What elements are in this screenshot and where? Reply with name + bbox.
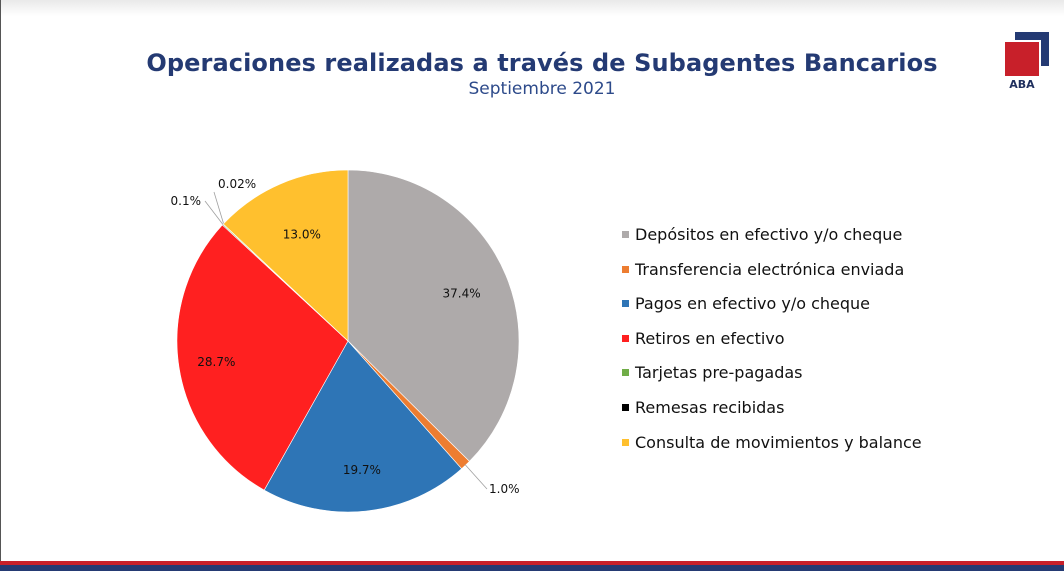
pie-slice-depositos-en-efectivo-y-o-cheque <box>347 169 520 462</box>
chart-title: Operaciones realizadas a través de Subag… <box>146 49 938 77</box>
data-label-transferencia-electronica-enviada: 1.0% <box>489 482 520 496</box>
legend-label: Consulta de movimientos y balance <box>635 432 922 452</box>
legend-swatch <box>622 369 629 377</box>
data-label-depositos-en-efectivo-y-o-cheque: 37.4% <box>443 287 481 301</box>
legend-swatch <box>622 300 629 308</box>
data-label-remesas-recibidas: 0.02% <box>218 177 256 191</box>
pie-slice-retiros-en-efectivo <box>176 224 349 491</box>
legend-label: Depósitos en efectivo y/o cheque <box>635 225 903 244</box>
logo-blue-corner <box>1015 32 1049 66</box>
pie-slice-pagos-en-efectivo-y-o-cheque <box>263 340 463 513</box>
leader-line-remesas-recibidas <box>213 191 225 225</box>
legend-swatch <box>622 231 629 238</box>
legend-swatch <box>622 265 629 273</box>
data-label-tarjetas-pre-pagadas: 0.1% <box>171 194 202 208</box>
logo-text: ABA <box>1009 78 1035 91</box>
aba-logo: ABA <box>1005 32 1049 94</box>
chart-subtitle: Septiembre 2021 <box>468 79 616 99</box>
bottom-bar-blue <box>0 565 1064 571</box>
logo-red-square <box>1005 42 1039 76</box>
aba-logo-mark <box>1005 32 1049 76</box>
legend-label: Pagos en efectivo y/o cheque <box>635 294 871 314</box>
legend-label: Retiros en efectivo <box>635 328 785 348</box>
data-label-pagos-en-efectivo-y-o-cheque: 19.7% <box>343 463 381 477</box>
legend-swatch <box>622 403 629 411</box>
bottom-bar-red <box>0 561 1064 565</box>
frame-edge <box>0 0 1 571</box>
bottom-bar <box>0 561 1064 571</box>
pie-slice-consulta-de-movimientos-y-balance <box>222 169 349 342</box>
legend-label: Remesas recibidas <box>635 397 785 417</box>
data-label-consulta-de-movimientos-y-balance: 13.0% <box>283 227 321 241</box>
leader-line-transferencia-electronica-enviada <box>464 464 488 490</box>
leader-line-tarjetas-pre-pagadas <box>204 200 224 226</box>
legend-label: Tarjetas pre-pagadas <box>635 363 803 383</box>
legend-label: Transferencia electrónica enviada <box>635 259 905 279</box>
top-shading <box>0 0 1064 16</box>
legend-swatch <box>622 334 629 342</box>
data-label-retiros-en-efectivo: 28.7% <box>197 355 235 369</box>
legend-swatch <box>622 438 629 446</box>
